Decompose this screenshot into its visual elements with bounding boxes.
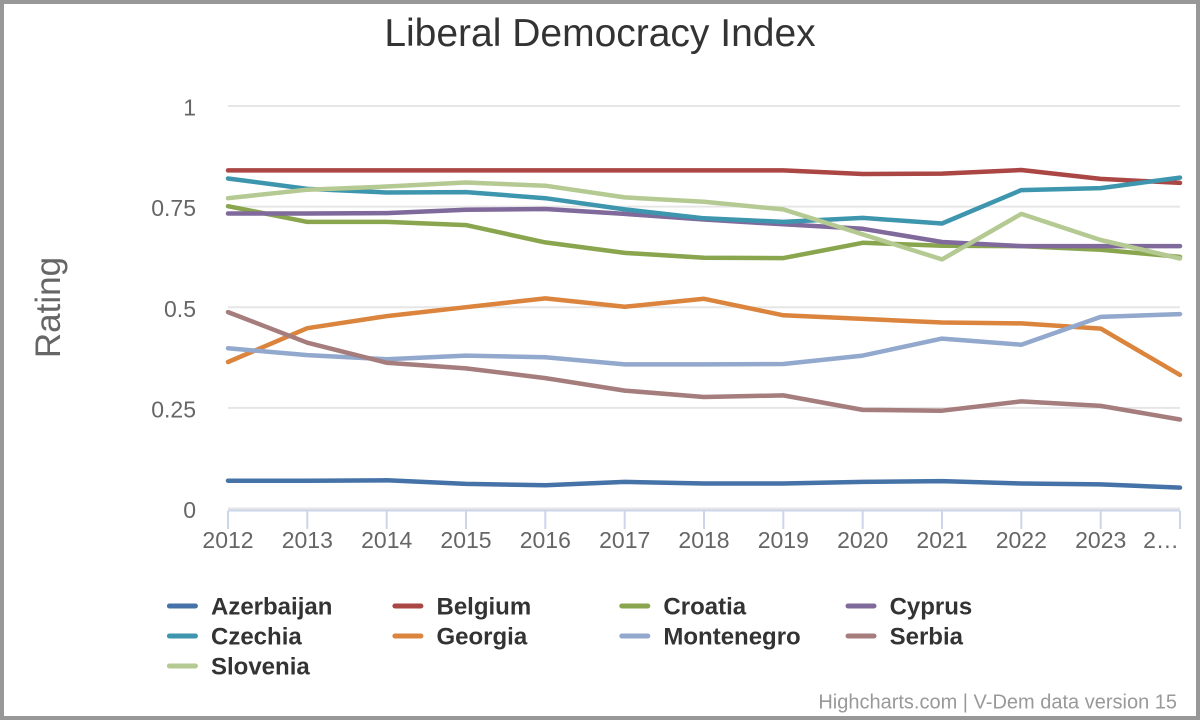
svg-text:0.75: 0.75 <box>151 195 196 221</box>
svg-text:2016: 2016 <box>520 527 571 553</box>
svg-text:2…: 2… <box>1143 527 1179 553</box>
svg-text:2019: 2019 <box>758 527 809 553</box>
svg-text:2013: 2013 <box>282 527 333 553</box>
svg-text:Georgia: Georgia <box>437 624 528 651</box>
svg-text:2015: 2015 <box>440 527 491 553</box>
svg-text:Montenegro: Montenegro <box>663 624 800 651</box>
svg-text:2023: 2023 <box>1075 527 1126 553</box>
svg-text:2012: 2012 <box>202 527 253 553</box>
svg-text:Croatia: Croatia <box>663 594 746 621</box>
svg-text:Cyprus: Cyprus <box>890 594 973 621</box>
svg-text:0.25: 0.25 <box>151 396 196 422</box>
svg-text:2022: 2022 <box>996 527 1047 553</box>
svg-text:Highcharts.com | V-Dem data ve: Highcharts.com | V-Dem data version 15 <box>818 692 1177 714</box>
svg-text:1: 1 <box>183 95 196 121</box>
svg-text:Serbia: Serbia <box>890 624 964 651</box>
svg-text:Slovenia: Slovenia <box>211 654 310 681</box>
svg-text:2021: 2021 <box>916 527 967 553</box>
svg-text:Czechia: Czechia <box>211 624 302 651</box>
svg-text:2020: 2020 <box>837 527 888 553</box>
svg-text:0.5: 0.5 <box>164 296 196 322</box>
svg-text:2017: 2017 <box>599 527 650 553</box>
svg-text:2018: 2018 <box>678 527 729 553</box>
svg-text:Belgium: Belgium <box>437 594 532 621</box>
svg-text:Rating: Rating <box>29 257 68 358</box>
svg-text:0: 0 <box>183 497 196 523</box>
svg-text:2014: 2014 <box>361 527 412 553</box>
svg-text:Liberal Democracy Index: Liberal Democracy Index <box>384 12 816 55</box>
svg-text:Azerbaijan: Azerbaijan <box>211 594 332 621</box>
